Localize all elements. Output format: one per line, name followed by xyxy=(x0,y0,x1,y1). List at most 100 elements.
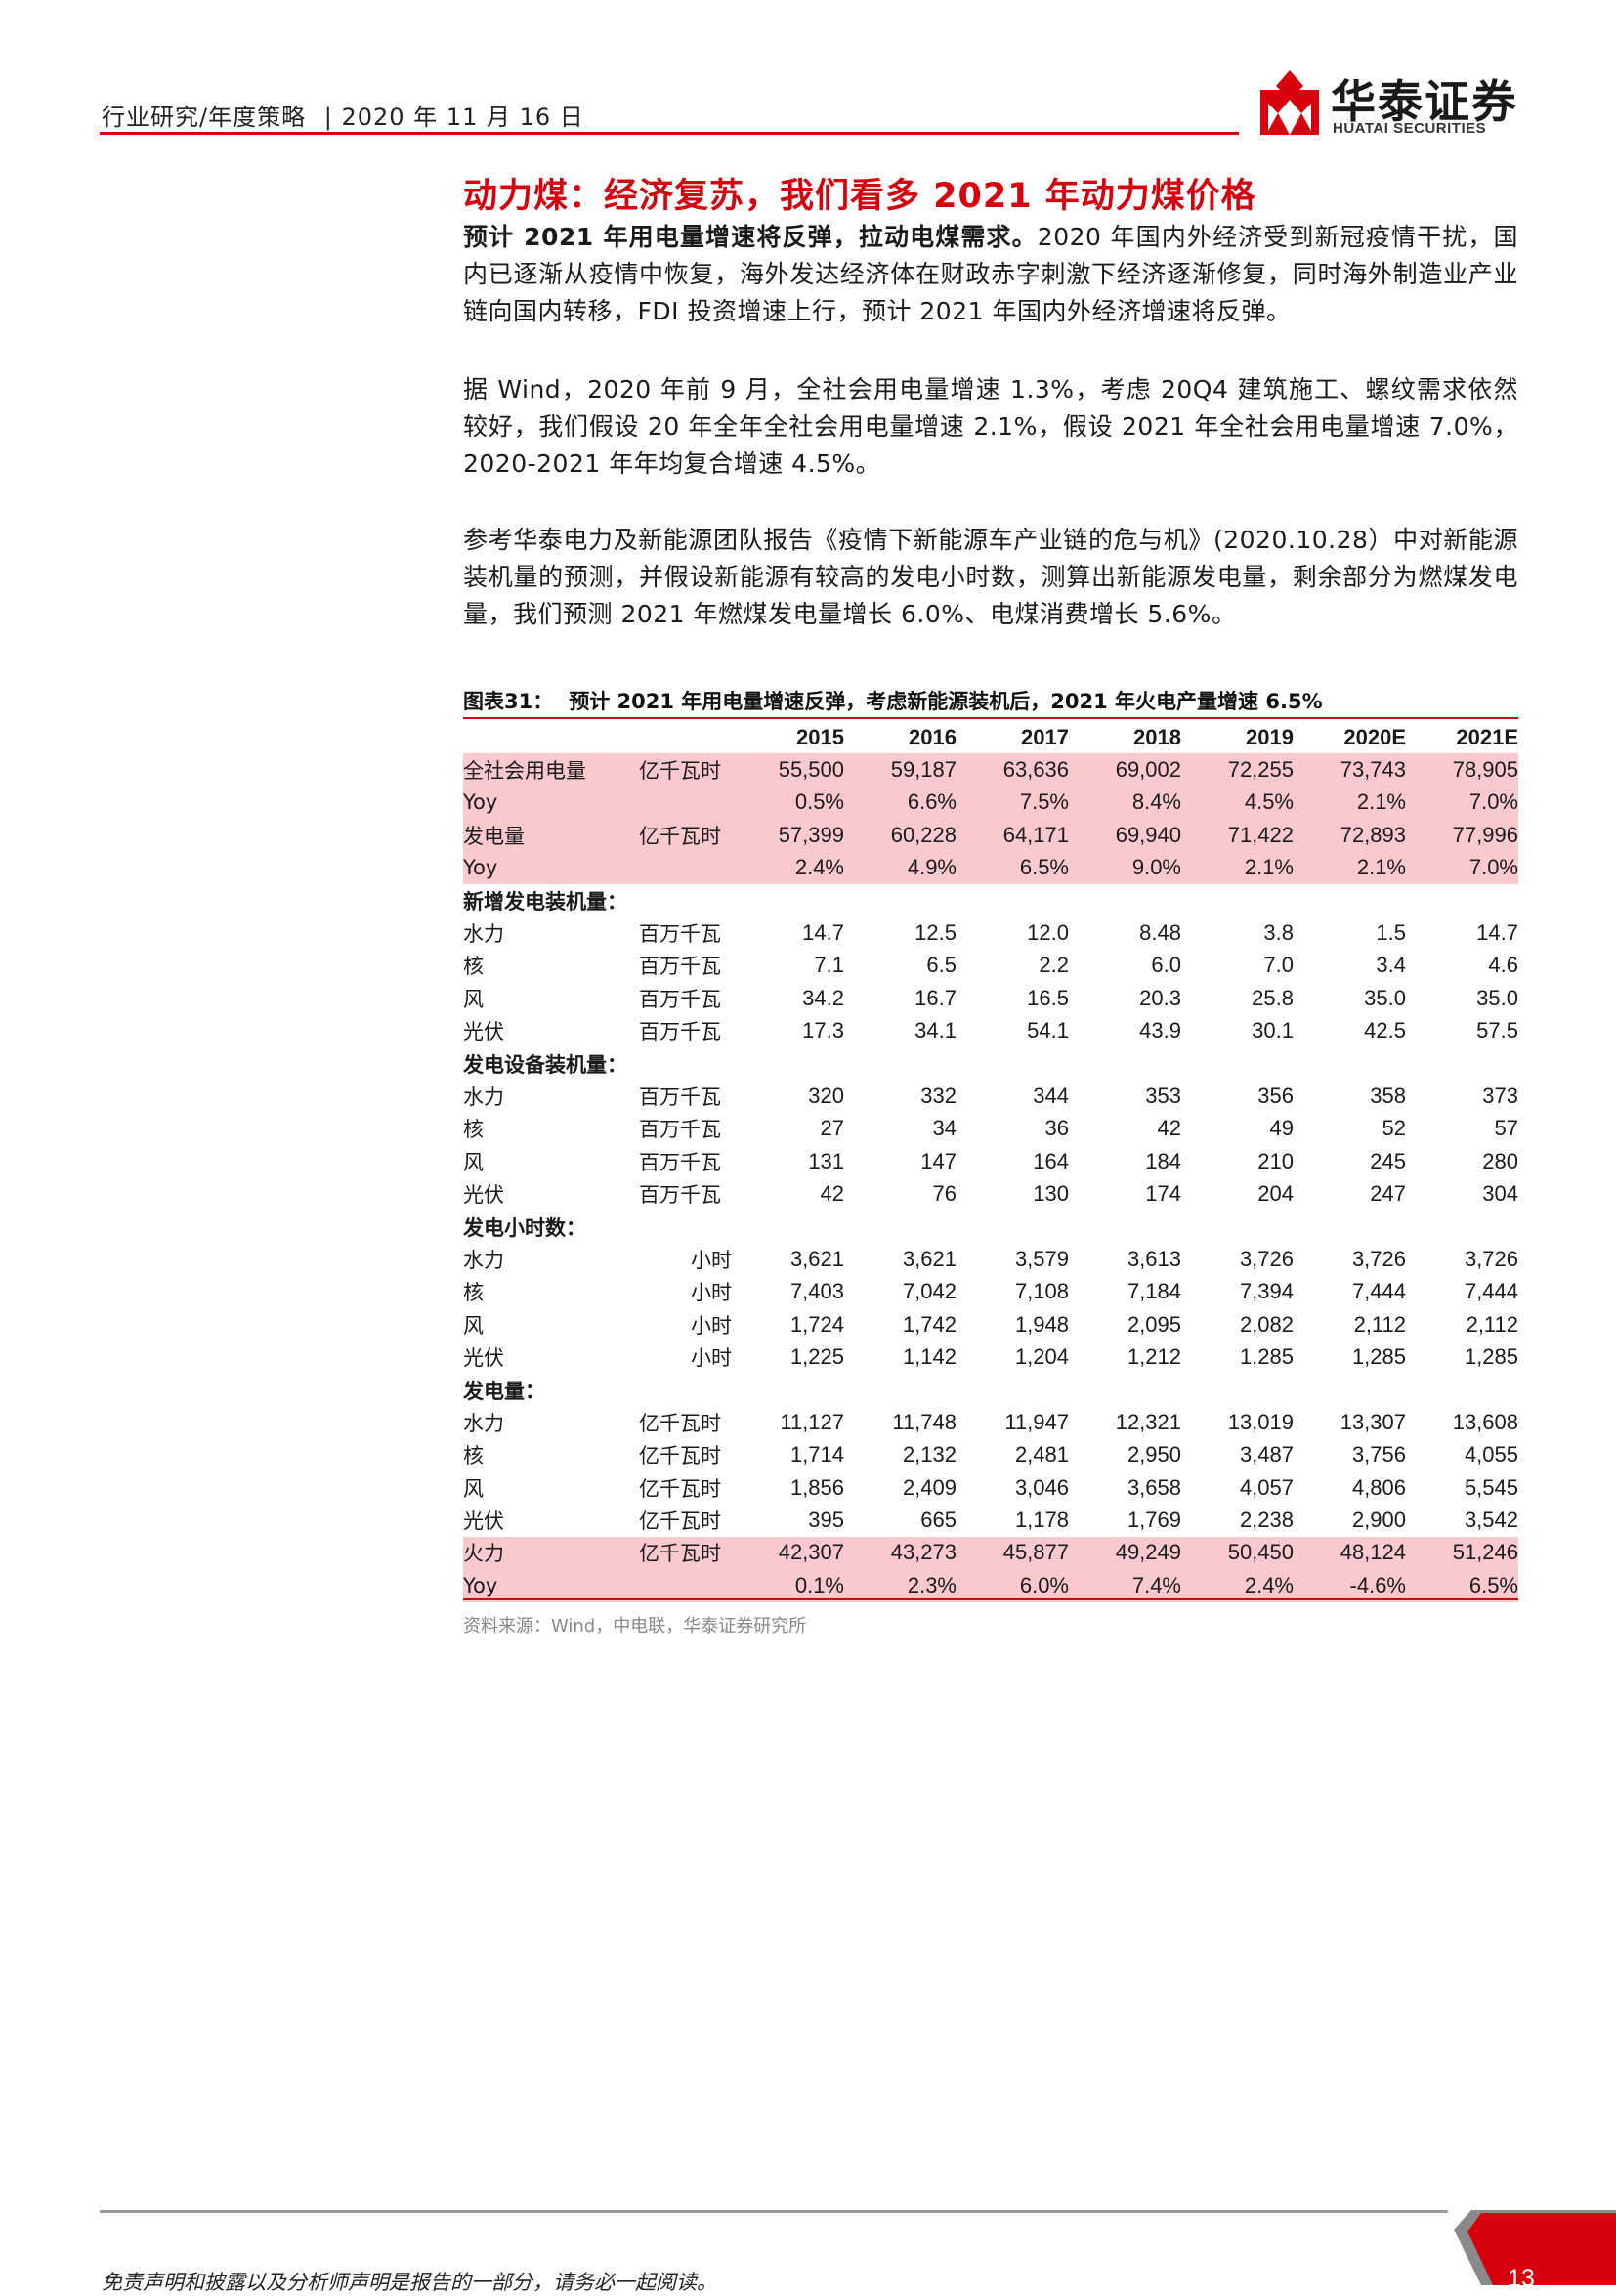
table-cell: 174 xyxy=(1145,1181,1181,1207)
table-cell: 2.1% xyxy=(1181,851,1294,884)
table-cell: 6.0% xyxy=(957,1569,1069,1602)
table-cell: 78,905 xyxy=(1406,753,1518,787)
section-title: 动力煤：经济复苏，我们看多 2021 年动力煤价格 xyxy=(463,177,1256,216)
group-label: 发电量： xyxy=(463,1379,545,1403)
header-rule xyxy=(100,132,1239,135)
row-label: 光伏 xyxy=(463,1183,504,1208)
table-cell: 34.1 xyxy=(914,1018,957,1043)
table-cell: 11,748 xyxy=(892,1409,957,1434)
table-cell: 3,579 xyxy=(1014,1246,1069,1271)
table-cell: 1,178 xyxy=(1014,1508,1069,1533)
table-cell: 35.0 xyxy=(1364,985,1406,1010)
row-unit: 百万千瓦 xyxy=(639,1118,721,1142)
table-cell: 11,947 xyxy=(1004,1409,1069,1434)
table-cell: 49,249 xyxy=(1069,1536,1181,1570)
table-cell: 1,724 xyxy=(789,1311,844,1337)
table-cell: 6.5% xyxy=(957,851,1069,884)
table-cell: 1,285 xyxy=(1239,1344,1294,1370)
report-category: 行业研究/年度策略 xyxy=(102,104,307,131)
table-cell: 3,613 xyxy=(1127,1246,1181,1271)
table-cell: 356 xyxy=(1257,1083,1294,1108)
table-cell: 395 xyxy=(808,1508,844,1533)
table-row: 全社会用电量 亿千瓦时 55,500 59,187 63,636 69,002 72,255… xyxy=(463,753,1518,787)
paragraph-2: 据 Wind，2020 年前 9 月，全社会用电量增速 1.3%，考虑 20Q4… xyxy=(463,375,1518,478)
table-cell: 12,321 xyxy=(1115,1409,1181,1434)
table-cell: 247 xyxy=(1370,1181,1406,1207)
table-row: 光伏 亿千瓦时 395 665 1,178 1,769 2,238 2,900 3,542 xyxy=(463,1504,1518,1536)
table-cell: 2,095 xyxy=(1127,1311,1181,1337)
huatai-logo: 华泰证券 HUATAI SECURITIES xyxy=(1260,70,1516,141)
table-row: 水力 百万千瓦 14.7 12.5 12.0 8.48 3.8 1.5 14.7 xyxy=(463,916,1518,949)
row-label: 核 xyxy=(463,955,484,979)
table-cell: 147 xyxy=(920,1148,957,1173)
group-label: 发电小时数： xyxy=(463,1215,586,1240)
logo-name-cn: 华泰证券 xyxy=(1331,75,1518,128)
row-label: 水力 xyxy=(463,1411,504,1435)
table-cell: 7,394 xyxy=(1239,1279,1294,1304)
page-number-tab xyxy=(1454,2210,1616,2285)
header-separator: | xyxy=(323,104,333,131)
table-cell: 4.9% xyxy=(844,851,957,884)
table-cell: 43.9 xyxy=(1139,1018,1181,1043)
table-cell: 14.7 xyxy=(802,920,844,946)
table-row: 核 百万千瓦 27 34 36 42 49 52 57 xyxy=(463,1113,1518,1145)
row-label: 水力 xyxy=(463,1248,504,1272)
huatai-logo-mark-icon xyxy=(1260,70,1319,135)
figure-top-rule xyxy=(463,717,1518,719)
row-unit: 小时 xyxy=(691,1281,732,1305)
table-cell: 7,108 xyxy=(1014,1279,1069,1304)
table-cell: 2.2 xyxy=(1039,953,1069,978)
table-group-row: 新增发电装机量： xyxy=(463,884,1518,916)
table-cell: 7,403 xyxy=(789,1279,844,1304)
table-cell: 184 xyxy=(1145,1148,1181,1173)
row-label: 水力 xyxy=(463,922,504,947)
table-row: 火力 亿千瓦时 42,307 43,273 45,877 49,249 50,450 48,1… xyxy=(463,1536,1518,1570)
table-cell: 3,726 xyxy=(1239,1246,1294,1271)
table-cell: 12.5 xyxy=(914,920,957,946)
row-label: 发电量 xyxy=(463,819,639,852)
table-cell: 7.0 xyxy=(1263,953,1294,978)
table-cell: 4,055 xyxy=(1464,1442,1518,1467)
row-unit: 亿千瓦时 xyxy=(639,1536,732,1570)
row-label: 核 xyxy=(463,1444,484,1468)
table-cell: 51,246 xyxy=(1406,1536,1518,1570)
row-label: 风 xyxy=(463,987,484,1011)
table-cell: 2,112 xyxy=(1466,1311,1518,1337)
table-cell: 71,422 xyxy=(1181,819,1294,852)
table-cell: 4,806 xyxy=(1351,1474,1406,1500)
table-cell: 3,726 xyxy=(1351,1246,1406,1271)
paragraph-3: 参考华泰电力及新能源团队报告《疫情下新能源车产业链的危与机》(2020.10.2… xyxy=(463,526,1518,628)
table-group-row: 发电量： xyxy=(463,1374,1518,1406)
table-cell: 72,255 xyxy=(1181,753,1294,787)
row-label: 水力 xyxy=(463,1084,504,1109)
table-cell: -4.6% xyxy=(1294,1569,1406,1602)
row-unit: 亿千瓦时 xyxy=(639,1444,721,1468)
table-row: 风 小时 1,724 1,742 1,948 2,095 2,082 2,112 2,112 xyxy=(463,1308,1518,1340)
row-unit: 百万千瓦 xyxy=(639,1150,721,1174)
row-unit: 亿千瓦时 xyxy=(639,1411,721,1435)
table-row: Yoy 0.5% 6.6% 7.5% 8.4% 4.5% 2.1% 7.0% xyxy=(463,786,1518,820)
table-group-row: 发电设备装机量： xyxy=(463,1047,1518,1080)
row-label: 火力 xyxy=(463,1536,639,1570)
figure-caption: 预计 2021 年用电量增速反弹，考虑新能源装机后，2021 年火电产量增速 6… xyxy=(569,690,1323,713)
table-row: 光伏 百万千瓦 17.3 34.1 54.1 43.9 30.1 42.5 57.5 xyxy=(463,1015,1518,1047)
report-date: 2020 年 11 月 16 日 xyxy=(341,104,584,131)
table-cell: 76 xyxy=(932,1181,957,1207)
year-header: 2021E xyxy=(1456,724,1518,749)
table-cell: 2,112 xyxy=(1353,1311,1406,1337)
table-cell: 1,948 xyxy=(1014,1311,1069,1337)
table-cell: 69,940 xyxy=(1069,819,1181,852)
table-cell: 57.5 xyxy=(1476,1018,1518,1043)
table-cell: 2,950 xyxy=(1127,1442,1181,1467)
table-cell: 6.5 xyxy=(926,953,957,978)
row-unit xyxy=(639,851,732,884)
table-cell: 7.1 xyxy=(814,953,844,978)
table-cell: 373 xyxy=(1482,1083,1518,1108)
row-unit xyxy=(639,786,732,820)
table-row: 核 百万千瓦 7.1 6.5 2.2 6.0 7.0 3.4 4.6 xyxy=(463,950,1518,982)
table-cell: 164 xyxy=(1033,1148,1069,1173)
table-cell: 77,996 xyxy=(1406,819,1518,852)
table-cell: 7.0% xyxy=(1406,851,1518,884)
table-cell: 3,487 xyxy=(1239,1442,1294,1467)
table-cell: 1,285 xyxy=(1464,1344,1518,1370)
